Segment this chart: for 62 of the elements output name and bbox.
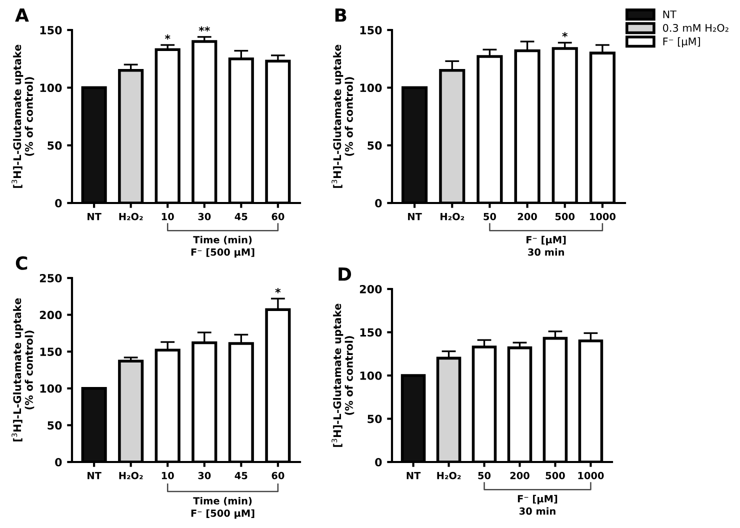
x-tick-label: NT: [406, 472, 421, 480]
y-tick-label: 200: [360, 284, 382, 294]
y-axis-title: [$^{3}$H]-L-Glutamate uptake (% of control): [332, 44, 354, 188]
x-tick-label: H₂O₂: [440, 212, 464, 220]
y-tick-label: 150: [40, 26, 62, 34]
chart-title: C: [16, 256, 28, 270]
legend-label: NT: [663, 10, 676, 18]
x-axis-title: Time (min) F⁻ [500 µM]: [191, 236, 254, 258]
y-tick-label: 200: [40, 310, 62, 320]
y-tick-label: 150: [360, 26, 382, 34]
y-tick-label: 100: [360, 84, 382, 92]
x-tick-label: 60: [272, 212, 284, 220]
x-tick-label: 10: [162, 212, 174, 220]
y-tick-label: 50: [368, 141, 382, 150]
y-tick-label: 150: [40, 348, 62, 356]
x-tick-label: NT: [88, 213, 102, 220]
x-tick-label: 60: [272, 472, 284, 480]
annotation: **: [198, 26, 210, 32]
y-tick-label: 0: [55, 198, 62, 208]
y-axis-title: [$^{3}$H]-L-Glutamate uptake (% of control): [12, 44, 34, 188]
y-tick-label: 0: [375, 458, 382, 466]
x-tick-label: H₂O₂: [119, 472, 143, 480]
x-tick-label: NT: [408, 213, 422, 220]
y-axis-title: [$^{3}$H]-L-Glutamate uptake (% of control): [332, 304, 354, 447]
y-tick-label: 100: [360, 371, 382, 380]
annotation: *: [562, 32, 568, 38]
annotation: *: [275, 288, 281, 294]
y-tick-label: 150: [360, 328, 382, 337]
x-tick-label: 50: [478, 472, 491, 480]
x-tick-label: 1000: [590, 212, 616, 220]
legend-label: 0.3 mM H₂O₂: [662, 24, 728, 32]
x-axis-title: F⁻ [µM] 30 min: [518, 494, 558, 515]
y-axis-title: [$^{3}$H]-L-Glutamate uptake (% of control): [12, 298, 34, 442]
y-tick-label: 50: [48, 421, 62, 430]
chart-title: D: [338, 268, 352, 281]
x-tick-label: 50: [484, 212, 496, 220]
y-tick-label: 250: [40, 274, 62, 282]
x-tick-label: 30: [198, 212, 211, 220]
x-tick-label: 10: [162, 472, 174, 480]
y-tick-label: 0: [55, 458, 62, 466]
y-tick-label: 50: [48, 141, 62, 150]
x-tick-label: H₂O₂: [119, 212, 143, 220]
x-tick-label: H₂O₂: [437, 472, 461, 480]
x-tick-label: 45: [234, 213, 248, 220]
annotation: *: [164, 34, 170, 40]
x-tick-label: 200: [518, 212, 537, 220]
x-axis-title: Time (min) F⁻ [500 µM]: [191, 496, 254, 519]
x-tick-label: 30: [198, 472, 211, 480]
y-tick-label: 100: [40, 384, 62, 393]
x-tick-label: 45: [234, 472, 248, 480]
x-tick-label: NT: [88, 472, 102, 480]
chart-title: A: [15, 8, 29, 22]
x-tick-label: 1000: [578, 472, 604, 480]
y-tick-label: 0: [375, 198, 382, 208]
x-tick-label: 500: [555, 212, 575, 220]
x-tick-label: 500: [546, 472, 565, 480]
x-axis-title: F⁻ [µM] 30 min: [526, 236, 566, 256]
chart-title: B: [335, 8, 346, 22]
x-tick-label: 200: [510, 472, 530, 480]
legend-label: F⁻ [µM]: [663, 37, 700, 48]
y-tick-label: 50: [368, 414, 382, 424]
y-tick-label: 100: [40, 84, 62, 92]
